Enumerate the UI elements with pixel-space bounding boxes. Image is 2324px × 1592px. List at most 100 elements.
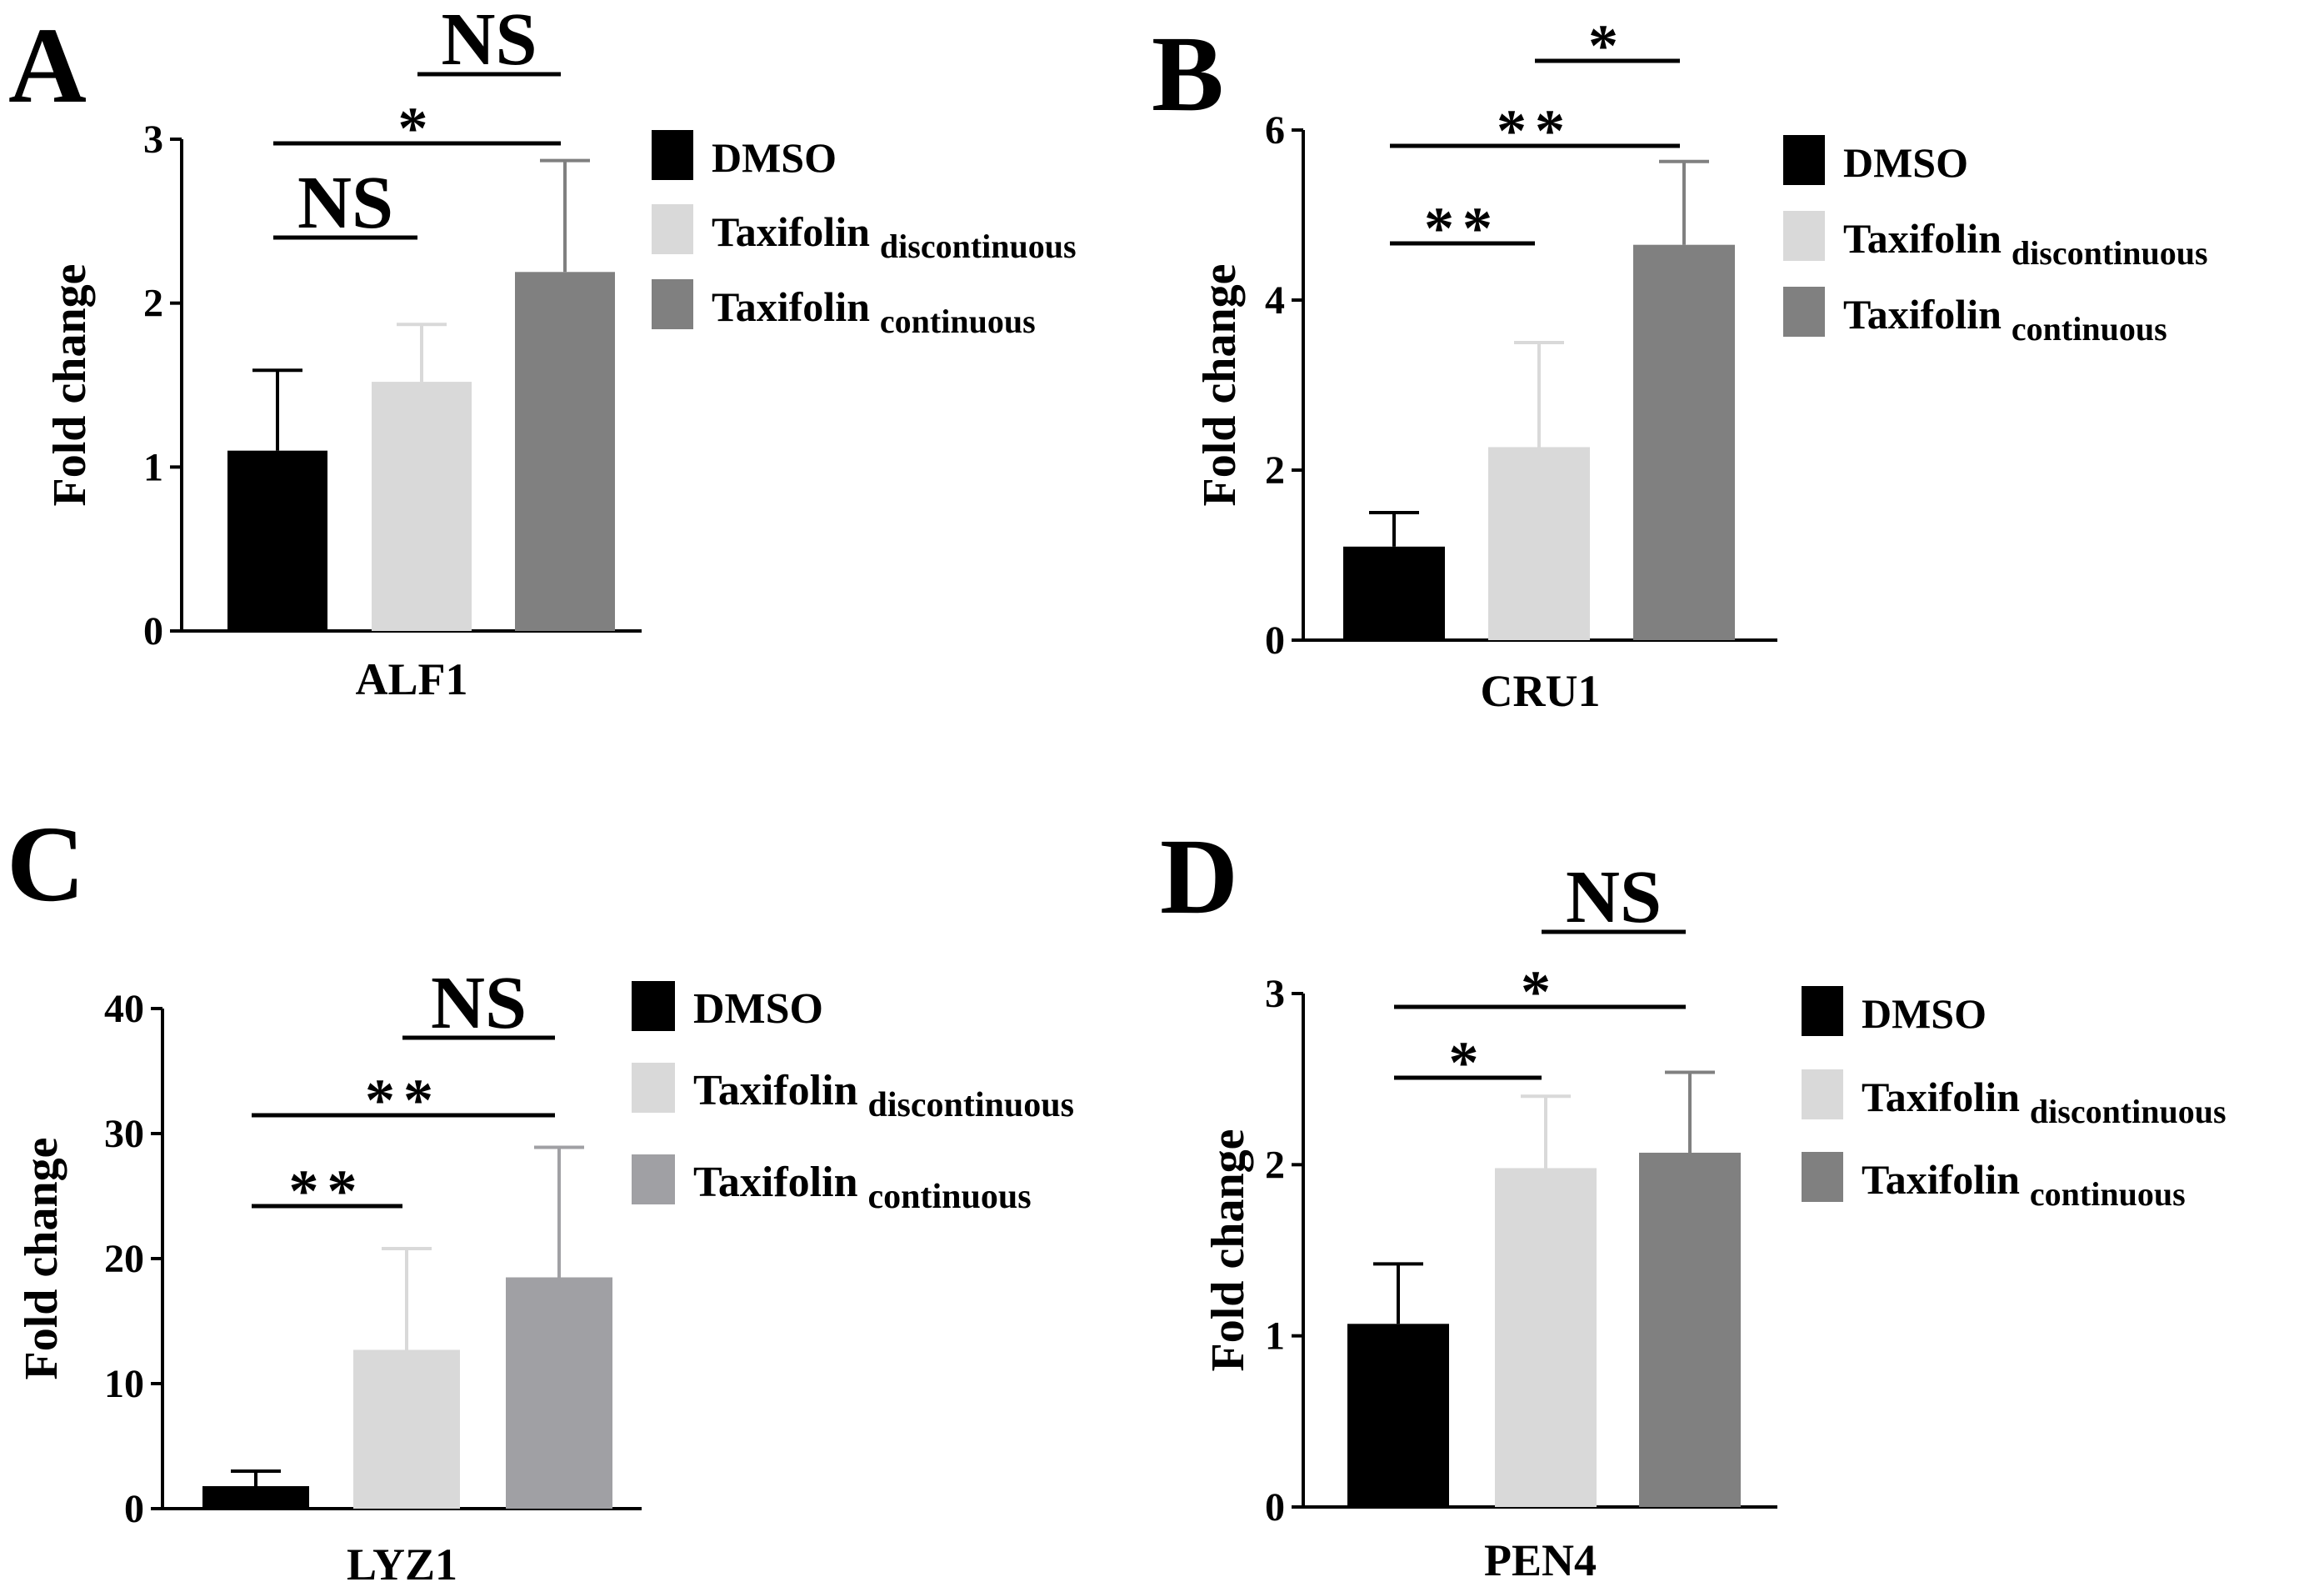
bar-3 <box>1633 244 1735 640</box>
panel-label: B <box>1152 14 1224 134</box>
bar-3 <box>515 272 615 631</box>
panel-label: A <box>8 6 87 126</box>
legend-label: DMSO <box>1862 990 1987 1037</box>
legend-label: Taxifolin discontinuous <box>1862 1074 2227 1130</box>
legend-label-subscript: discontinuous <box>2012 234 2208 272</box>
bar-2 <box>1495 1168 1597 1507</box>
significance-label: * <box>1588 13 1627 79</box>
y-tick-label: 4 <box>1265 278 1285 323</box>
legend-label: Taxifolin continuous <box>693 1159 1032 1216</box>
bar-1 <box>202 1486 309 1509</box>
legend-swatch <box>1783 211 1825 261</box>
legend-label: DMSO <box>712 134 837 181</box>
y-tick-label: 1 <box>1265 1314 1285 1359</box>
y-tick-label: 0 <box>143 609 163 653</box>
legend-label-main: DMSO <box>1862 990 1987 1037</box>
significance-label: * <box>1449 1029 1487 1096</box>
legend-label-main: DMSO <box>712 134 837 181</box>
panel-a: A 0 1 2 3 Fold change ALF1 NS*NS DMSO Taxifolin di… <box>8 0 1077 704</box>
legend-label-main: DMSO <box>1843 139 1968 186</box>
legend-label-subscript: continuous <box>2030 1175 2186 1213</box>
significance-label: * <box>1521 959 1559 1025</box>
legend-label: Taxifolin discontinuous <box>693 1067 1074 1124</box>
legend-label-main: Taxifolin <box>1862 1074 2020 1120</box>
panel-label: C <box>7 804 85 924</box>
legend-label-subscript: continuous <box>880 303 1036 340</box>
panel-label: D <box>1160 817 1238 937</box>
legend-label-main: Taxifolin <box>1843 291 2002 338</box>
bar-1 <box>1347 1324 1449 1507</box>
x-axis-label: ALF1 <box>356 654 468 704</box>
legend-label-subscript: discontinuous <box>868 1086 1074 1124</box>
significance-label: * <box>398 95 437 162</box>
legend-swatch <box>632 1154 675 1204</box>
panel-c: C 0 10 20 30 40 Fold change LYZ1 ** ** NS DMSO Taxif… <box>7 804 1074 1589</box>
y-tick-label: 3 <box>1265 972 1285 1016</box>
legend-swatch <box>652 204 693 254</box>
x-axis-label: LYZ1 <box>347 1539 457 1589</box>
y-tick-label: 0 <box>1265 1485 1285 1529</box>
legend-label-main: Taxifolin <box>1862 1156 2020 1203</box>
legend-label-main: Taxifolin <box>693 1159 858 1206</box>
legend-label: Taxifolin discontinuous <box>712 208 1077 265</box>
legend-swatch <box>1783 287 1825 337</box>
legend-label: DMSO <box>693 985 823 1033</box>
legend-label: Taxifolin continuous <box>1862 1156 2186 1213</box>
y-tick-label: 2 <box>1265 1143 1285 1187</box>
significance-label: NS <box>297 162 393 244</box>
significance-label: ** <box>1497 98 1573 164</box>
y-tick-label: 20 <box>104 1237 144 1281</box>
y-axis-label: Fold change <box>16 1138 67 1380</box>
legend-swatch <box>1783 135 1825 185</box>
significance-label: NS <box>431 962 527 1044</box>
y-tick-label: 40 <box>104 987 144 1031</box>
bar-2 <box>372 382 472 631</box>
legend-swatch <box>1802 1069 1843 1119</box>
y-tick-label: 0 <box>1265 618 1285 663</box>
legend-label-main: Taxifolin <box>693 1067 858 1114</box>
legend-label: Taxifolin discontinuous <box>1843 215 2208 272</box>
x-axis-label: CRU1 <box>1481 666 1601 716</box>
legend-swatch <box>632 1063 675 1113</box>
bar-2 <box>1488 447 1590 640</box>
significance-label: NS <box>441 0 537 81</box>
y-tick-label: 0 <box>124 1487 144 1531</box>
significance-label: ** <box>289 1158 366 1224</box>
legend-label-subscript: continuous <box>868 1178 1032 1216</box>
y-axis-label: Fold change <box>1194 264 1246 507</box>
significance-label: ** <box>1424 195 1501 262</box>
legend-swatch <box>632 981 675 1031</box>
legend-label: Taxifolin continuous <box>1843 291 2167 348</box>
legend-swatch <box>652 279 693 329</box>
bar-3 <box>1639 1152 1741 1507</box>
legend-swatch <box>1802 1152 1843 1202</box>
legend-label-main: Taxifolin <box>712 208 870 255</box>
legend-label-main: Taxifolin <box>1843 215 2002 262</box>
bar-2 <box>353 1349 460 1509</box>
legend-label-subscript: discontinuous <box>880 228 1077 265</box>
bar-1 <box>1343 546 1445 640</box>
legend-label-main: DMSO <box>693 985 823 1033</box>
y-tick-label: 10 <box>104 1362 144 1406</box>
y-tick-label: 30 <box>104 1112 144 1156</box>
legend-swatch <box>1802 986 1843 1036</box>
x-axis-label: PEN4 <box>1484 1535 1597 1585</box>
y-axis-label: Fold change <box>1202 1129 1254 1372</box>
legend-label: DMSO <box>1843 139 1968 186</box>
y-tick-label: 2 <box>1265 448 1285 493</box>
significance-label: ** <box>365 1067 442 1134</box>
significance-label: NS <box>1566 856 1662 939</box>
bar-3 <box>506 1277 612 1509</box>
legend-label-subscript: continuous <box>2012 310 2167 348</box>
legend-label-subscript: discontinuous <box>2030 1093 2227 1130</box>
legend-label-main: Taxifolin <box>712 283 870 330</box>
y-tick-label: 2 <box>143 282 163 326</box>
bar-1 <box>227 450 327 631</box>
y-tick-label: 1 <box>143 445 163 489</box>
y-tick-label: 6 <box>1265 108 1285 153</box>
legend-label: Taxifolin continuous <box>712 283 1036 340</box>
legend-swatch <box>652 130 693 180</box>
